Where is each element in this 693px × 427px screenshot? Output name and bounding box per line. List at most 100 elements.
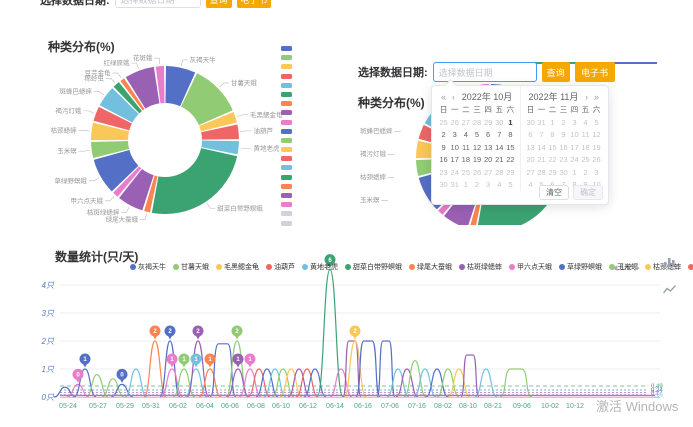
donut-slice-枯颈蟋蟀[interactable]	[91, 122, 130, 141]
calendar-day[interactable]: 12	[472, 142, 482, 152]
max-marker-pin[interactable]: 1	[178, 353, 190, 368]
legend-square[interactable]	[281, 73, 292, 79]
right-ebook-button[interactable]: 电子书	[574, 62, 615, 82]
line-chart-toggle-icon[interactable]	[662, 282, 677, 297]
legend-square[interactable]	[281, 202, 292, 208]
max-marker-pin[interactable]: 0	[116, 368, 128, 383]
calendar-day[interactable]: 15	[506, 142, 515, 152]
legend-square[interactable]	[281, 55, 292, 61]
donut-slice-斑蜂巴蟋蟀[interactable]	[99, 88, 139, 123]
legend-item-灰褐天牛[interactable]: 灰褐天牛	[130, 262, 166, 272]
calendar-day[interactable]: 10	[450, 142, 459, 152]
legend-square[interactable]	[281, 82, 292, 88]
max-marker-pin[interactable]: 1	[190, 353, 202, 368]
donut-slice-玉米螟[interactable]	[91, 141, 130, 159]
donut-slice-毛黑鳃金龟[interactable]	[199, 112, 237, 132]
legend-item-甜菜白带野螟蛾[interactable]: 甜菜白带野螟蛾	[345, 262, 402, 272]
legend-square[interactable]	[281, 137, 292, 143]
donut-slice-草绿野螟蛾[interactable]	[93, 149, 139, 192]
max-marker-pin[interactable]: 2	[164, 325, 176, 340]
legend-square[interactable]	[281, 91, 292, 97]
donut-slice-棉蛉虫[interactable]	[113, 82, 142, 114]
legend-item-毛黑鳃金龟[interactable]: 毛黑鳃金龟	[216, 262, 259, 272]
right-date-input[interactable]: 选择数据日期	[432, 62, 537, 82]
calendar-day[interactable]: 6	[486, 130, 491, 140]
legend-prev-icon[interactable]: ◀	[612, 264, 618, 272]
right-month-title[interactable]: 2022年 11月	[528, 92, 579, 102]
legend-item-褐污灯蛾[interactable]: 褐污灯蛾	[688, 262, 693, 272]
left-date-input[interactable]: 选择数据日期	[114, 0, 201, 8]
max-marker-pin[interactable]: 2	[349, 325, 361, 340]
max-marker-pin[interactable]: 2	[192, 325, 204, 340]
calendar-day[interactable]: 2	[441, 130, 446, 140]
legend-item-枯颈蟋蟀[interactable]: 枯颈蟋蟀	[645, 262, 681, 272]
max-marker-pin[interactable]: 2	[231, 325, 243, 340]
donut-slice-灰褐天牛[interactable]	[165, 66, 196, 107]
legend-square[interactable]	[281, 119, 292, 125]
max-marker-pin[interactable]: 1	[79, 353, 91, 368]
donut-slice-绿尾大蚕蛾[interactable]	[144, 175, 158, 213]
donut-slice-枯斑绿蟋蟀[interactable]	[119, 169, 154, 211]
legend-square[interactable]	[281, 147, 292, 153]
legend-square[interactable]	[281, 101, 292, 107]
donut-slice-油葫芦[interactable]	[201, 124, 239, 140]
calendar-day[interactable]: 22	[506, 155, 515, 165]
donut-slice-豆芫金龟[interactable]	[120, 78, 145, 111]
legend-item-油葫芦[interactable]: 油葫芦	[266, 262, 295, 272]
legend-item-甘薯天蛾[interactable]: 甘薯天蛾	[173, 262, 209, 272]
bar-chart-toggle-icon[interactable]	[662, 254, 677, 269]
legend-square[interactable]	[281, 211, 292, 217]
legend-item-玉米螟[interactable]: 玉米螟	[609, 262, 638, 272]
legend-square[interactable]	[281, 165, 292, 171]
legend-square[interactable]	[281, 110, 292, 116]
prev-month-button[interactable]: ‹	[452, 91, 456, 102]
legend-square[interactable]	[281, 64, 292, 70]
calendar-day[interactable]: 17	[450, 155, 459, 165]
calendar-day[interactable]: 13	[483, 142, 493, 152]
legend-square[interactable]	[281, 156, 292, 162]
calendar-day[interactable]: 18	[461, 155, 471, 165]
calendar-day[interactable]: 16	[439, 155, 448, 165]
legend-item-黄地老虎[interactable]: 黄地老虎	[302, 262, 338, 272]
donut-slice-花斑蛾[interactable]	[155, 66, 165, 104]
donut-slice-甲六点天蛾[interactable]	[113, 166, 142, 197]
legend-square[interactable]	[281, 220, 292, 226]
legend-square[interactable]	[281, 183, 292, 189]
calendar-day[interactable]: 7	[497, 130, 502, 140]
donut-slice-褐污灯蛾[interactable]	[93, 106, 132, 131]
max-marker-pin[interactable]: 2	[149, 325, 161, 340]
calendar-day[interactable]: 19	[472, 155, 482, 165]
donut-slice-甜菜白带野螟蛾[interactable]	[151, 148, 238, 214]
calendar-day[interactable]: 8	[508, 130, 513, 140]
max-marker-pin[interactable]: 1	[244, 353, 256, 368]
left-query-button[interactable]: 查询	[205, 0, 232, 8]
calendar-day[interactable]: 11	[461, 142, 470, 152]
legend-item-甲六点天蛾[interactable]: 甲六点天蛾	[509, 262, 552, 272]
legend-item-枯斑绿蟋蟀[interactable]: 枯斑绿蟋蟀	[459, 262, 502, 272]
left-month-title[interactable]: 2022年 10月	[461, 92, 513, 102]
max-marker-pin[interactable]: 1	[232, 353, 244, 368]
legend-square[interactable]	[281, 193, 292, 198]
max-marker-pin[interactable]: 0	[72, 368, 84, 383]
next-year-button[interactable]: »	[593, 91, 599, 102]
legend-square[interactable]	[281, 128, 292, 134]
calendar-day[interactable]: 20	[483, 155, 493, 165]
confirm-button[interactable]: 确定	[573, 185, 603, 200]
calendar-day[interactable]: 1	[508, 117, 513, 127]
legend-item-草绿野螟蛾[interactable]: 草绿野螟蛾	[559, 262, 602, 272]
donut-slice-甘薯天蛾[interactable]	[180, 73, 233, 126]
calendar-day[interactable]: 3	[452, 130, 457, 140]
right-query-button[interactable]: 查询	[541, 62, 570, 82]
next-month-button[interactable]: ›	[584, 91, 588, 102]
max-marker-pin[interactable]: 1	[166, 353, 178, 368]
calendar-day[interactable]: 5	[474, 130, 480, 140]
legend-square[interactable]	[281, 174, 292, 180]
legend-item-绿尾大蚕蛾[interactable]: 绿尾大蚕蛾	[409, 262, 452, 272]
left-ebook-button[interactable]: 电子书	[236, 0, 271, 8]
clear-button[interactable]: 清空	[539, 185, 569, 200]
max-marker-pin[interactable]: 6	[324, 254, 336, 269]
calendar-day[interactable]: 9	[441, 142, 446, 152]
calendar-day[interactable]: 4	[463, 130, 468, 140]
donut-slice-黄地老虎[interactable]	[201, 140, 239, 155]
